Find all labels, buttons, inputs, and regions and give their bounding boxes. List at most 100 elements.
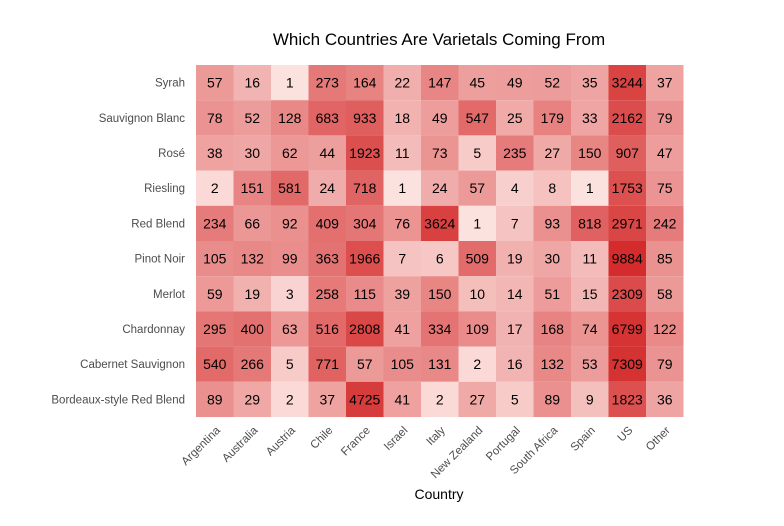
heatmap-cell-sauvignon-blanc-israel	[383, 100, 421, 136]
cell-value-label: 79	[657, 110, 673, 126]
heatmap-cell-red-blend-austria	[271, 205, 309, 241]
cell-value-label: 1	[286, 75, 294, 91]
heatmap-cell-pinot-noir-argentina	[196, 241, 234, 277]
heatmap-cell-red-blend-south-africa	[533, 205, 571, 241]
heatmap-cell-red-blend-israel	[383, 205, 421, 241]
cell-value-label: 11	[395, 145, 410, 161]
cell-value-label: 75	[657, 180, 673, 196]
cell-value-label: 164	[353, 75, 377, 91]
heatmap-cell-cabernet-sauvignon-portugal	[496, 346, 534, 382]
cell-value-label: 242	[653, 215, 677, 231]
cell-value-label: 92	[282, 215, 298, 231]
heatmap-cell-ros-other	[646, 135, 684, 171]
heatmap-cell-red-blend-portugal	[496, 205, 534, 241]
x-tick-label-chile: Chile	[308, 425, 335, 452]
cell-value-label: 2162	[612, 110, 643, 126]
heatmap-cell-riesling-south-africa	[533, 170, 571, 206]
heatmap-cell-ros-israel	[383, 135, 421, 171]
cell-value-label: 36	[657, 391, 673, 407]
cell-value-label: 7	[511, 215, 519, 231]
heatmap-cell-merlot-austria	[271, 276, 309, 312]
cell-value-label: 49	[432, 110, 448, 126]
heatmap-cell-merlot-south-africa	[533, 276, 571, 312]
cell-value-label: 79	[657, 356, 673, 372]
cell-value-label: 131	[428, 356, 452, 372]
heatmap-cell-merlot-italy	[421, 276, 459, 312]
heatmap-cell-ros-us	[608, 135, 646, 171]
heatmap-cell-riesling-austria	[271, 170, 309, 206]
heatmap-cell-merlot-france	[346, 276, 384, 312]
heatmap-cell-syrah-france	[346, 65, 384, 101]
heatmap-cell-cabernet-sauvignon-italy	[421, 346, 459, 382]
cell-value-label: 122	[653, 321, 677, 337]
heatmap-cell-syrah-south-africa	[533, 65, 571, 101]
x-axis-title: Country	[414, 486, 463, 502]
x-tick-label-israel: Israel	[382, 425, 410, 453]
heatmap-cell-sauvignon-blanc-chile	[308, 100, 346, 136]
cell-value-label: 2808	[349, 321, 380, 337]
cell-value-label: 2	[286, 391, 294, 407]
heatmap-cell-ros-portugal	[496, 135, 534, 171]
heatmap-cell-pinot-noir-israel	[383, 241, 421, 277]
cell-value-label: 18	[394, 110, 410, 126]
heatmap-cell-red-blend-spain	[571, 205, 609, 241]
heatmap-cell-cabernet-sauvignon-austria	[271, 346, 309, 382]
x-tick-label-australia: Australia	[220, 424, 261, 465]
heatmap-cell-red-blend-new-zealand	[458, 205, 496, 241]
cell-value-label: 235	[503, 145, 527, 161]
heatmap-cell-merlot-other	[646, 276, 684, 312]
heatmap-cell-chardonnay-chile	[308, 311, 346, 347]
heatmap-cell-ros-austria	[271, 135, 309, 171]
heatmap-cell-chardonnay-argentina	[196, 311, 234, 347]
heatmap-cell-chardonnay-us	[608, 311, 646, 347]
cell-value-label: 73	[432, 145, 448, 161]
cell-value-label: 9884	[612, 251, 643, 267]
heatmap-cell-pinot-noir-france	[346, 241, 384, 277]
cell-value-label: 74	[582, 321, 598, 337]
heatmap-cell-bordeaux-style-red-blend-us	[608, 381, 646, 417]
cell-value-label: 6	[436, 251, 444, 267]
heatmap-cell-sauvignon-blanc-portugal	[496, 100, 534, 136]
heatmap-cell-ros-south-africa	[533, 135, 571, 171]
cell-value-label: 115	[354, 286, 377, 302]
cell-value-label: 63	[282, 321, 298, 337]
heatmap-cell-pinot-noir-new-zealand	[458, 241, 496, 277]
cell-value-label: 6799	[612, 321, 643, 337]
heatmap-cell-riesling-us	[608, 170, 646, 206]
heatmap-cell-cabernet-sauvignon-chile	[308, 346, 346, 382]
cell-value-label: 334	[428, 321, 452, 337]
cell-value-label: 147	[428, 75, 452, 91]
cell-value-label: 52	[544, 75, 560, 91]
cell-value-label: 132	[541, 356, 565, 372]
cell-value-label: 1	[473, 215, 481, 231]
cell-value-label: 41	[394, 391, 410, 407]
cell-value-label: 2971	[612, 215, 643, 231]
heatmap-cell-chardonnay-spain	[571, 311, 609, 347]
cell-value-label: 1966	[349, 251, 380, 267]
heatmap-cell-bordeaux-style-red-blend-chile	[308, 381, 346, 417]
cell-value-label: 5	[511, 391, 519, 407]
cell-value-label: 2309	[612, 286, 643, 302]
cell-value-label: 85	[657, 251, 673, 267]
cell-value-label: 509	[466, 251, 490, 267]
heatmap-cell-syrah-us	[608, 65, 646, 101]
heatmap-cell-pinot-noir-italy	[421, 241, 459, 277]
y-tick-label-merlot: Merlot	[153, 289, 186, 301]
heatmap-cell-syrah-israel	[383, 65, 421, 101]
cell-value-label: 30	[244, 145, 260, 161]
cell-value-label: 516	[316, 321, 340, 337]
y-tick-label-red-blend: Red Blend	[131, 218, 185, 230]
y-tick-label-cabernet-sauvignon: Cabernet Sauvignon	[80, 359, 185, 371]
heatmap-cell-merlot-israel	[383, 276, 421, 312]
cell-value-label: 93	[544, 215, 560, 231]
heatmap-cell-chardonnay-france	[346, 311, 384, 347]
cell-value-label: 24	[432, 180, 448, 196]
heatmap-cell-merlot-australia	[233, 276, 271, 312]
cell-value-label: 22	[394, 75, 410, 91]
heatmap-cell-bordeaux-style-red-blend-austria	[271, 381, 309, 417]
cell-value-label: 581	[278, 180, 302, 196]
cell-value-label: 907	[616, 145, 640, 161]
heatmap-cell-syrah-italy	[421, 65, 459, 101]
